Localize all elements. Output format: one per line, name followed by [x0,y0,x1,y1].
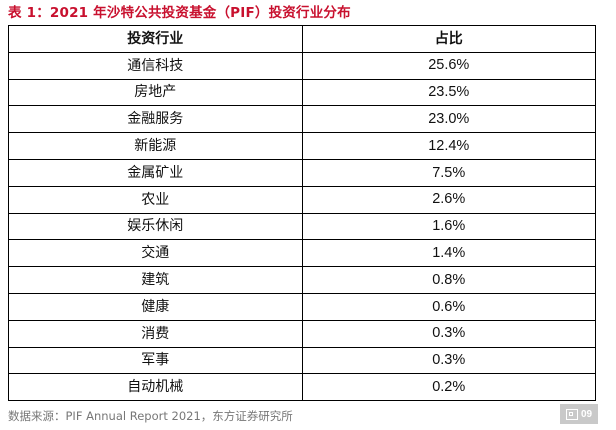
table-row: 新能源 12.4% [8,132,596,160]
table-row: 军事 0.3% [8,346,596,375]
share-cell: 0.6% [301,292,596,321]
page-number: 09 [580,408,593,420]
column-header-share: 占比 [301,25,596,53]
share-cell: 7.5% [301,158,596,187]
table-row: 金属矿业 7.5% [8,158,596,187]
industry-cell: 健康 [8,292,303,321]
share-cell: 1.6% [301,212,596,241]
table-row: 娱乐休闲 1.6% [8,212,596,241]
industry-cell: 金属矿业 [8,158,303,187]
table-row: 金融服务 23.0% [8,105,596,134]
industry-cell: 建筑 [8,266,303,294]
column-header-industry: 投资行业 [8,25,303,53]
share-cell: 23.5% [301,78,596,107]
table-row: 农业 2.6% [8,185,596,214]
industry-cell: 农业 [8,185,303,214]
share-cell: 0.2% [301,373,596,402]
share-cell: 23.0% [301,105,596,134]
table-row: 房地产 23.5% [8,78,596,107]
industry-cell: 娱乐休闲 [8,212,303,241]
share-cell: 1.4% [301,239,596,268]
share-cell: 12.4% [301,132,596,160]
industry-cell: 交通 [8,239,303,268]
table-row: 建筑 0.8% [8,266,596,294]
share-cell: 2.6% [301,185,596,214]
table-title: 表 1：2021 年沙特公共投资基金（PIF）投资行业分布 [8,5,351,21]
share-cell: 0.8% [301,266,596,294]
table-row: 健康 0.6% [8,292,596,321]
share-cell: 25.6% [301,51,596,80]
industry-cell: 新能源 [8,132,303,160]
industry-cell: 房地产 [8,78,303,107]
industry-cell: 军事 [8,346,303,375]
share-cell: 0.3% [301,319,596,348]
table-row: 通信科技 25.6% [8,51,596,80]
page-badge: 09 [560,404,598,424]
table-row: 自动机械 0.2% [8,373,596,402]
industry-cell: 消费 [8,319,303,348]
industry-cell: 通信科技 [8,51,303,80]
industry-cell: 自动机械 [8,373,303,402]
industry-cell: 金融服务 [8,105,303,134]
table-header-row: 投资行业 占比 [8,25,596,53]
source-note: 数据来源：PIF Annual Report 2021，东方证券研究所 [8,409,293,423]
share-cell: 0.3% [301,346,596,375]
table-row: 交通 1.4% [8,239,596,268]
image-icon [565,408,578,420]
industry-distribution-table: 投资行业 占比 通信科技 25.6% 房地产 23.5% 金融服务 23.0% 新能源 12.… [8,25,596,402]
table-row: 消费 0.3% [8,319,596,348]
